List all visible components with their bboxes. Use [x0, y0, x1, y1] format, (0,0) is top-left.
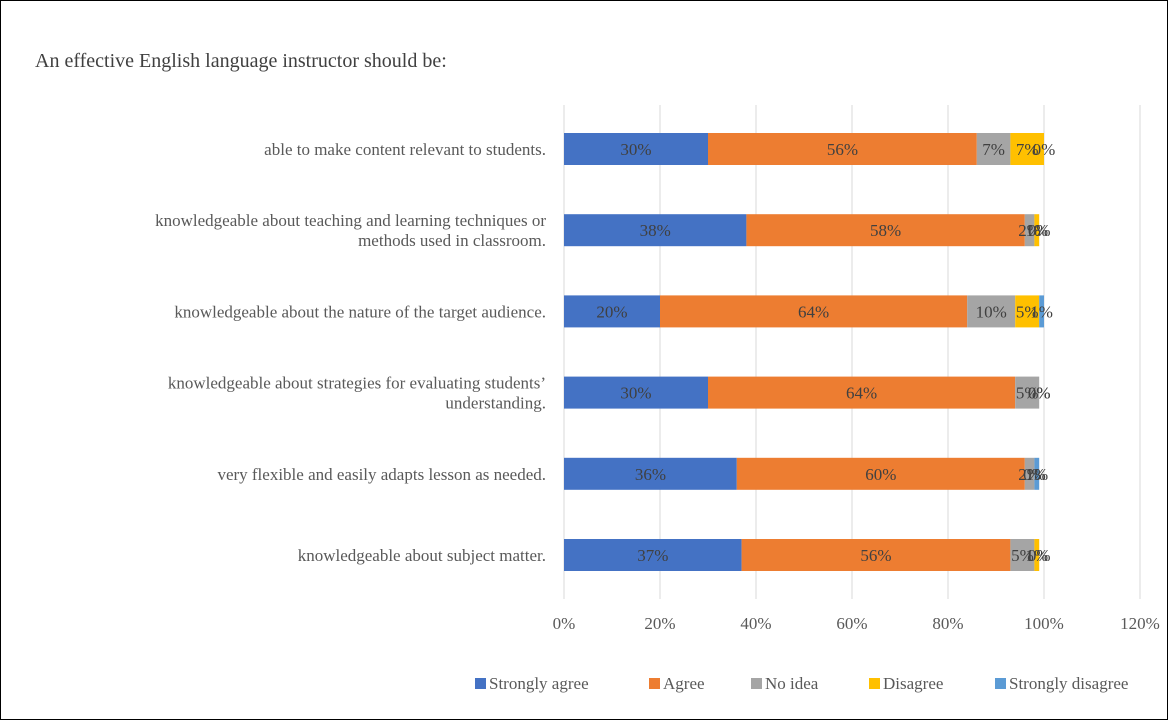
- x-tick-label: 100%: [1024, 614, 1064, 633]
- data-label: 56%: [860, 546, 891, 565]
- data-label: 60%: [865, 465, 896, 484]
- bar-segment: [660, 295, 968, 328]
- bar-segment: [967, 295, 1016, 328]
- data-label: 5%: [1011, 546, 1034, 565]
- data-label: 20%: [596, 302, 627, 321]
- bar-segment: [564, 295, 660, 328]
- bar-segment: [564, 133, 708, 165]
- data-label: 37%: [637, 546, 668, 565]
- bar-segment: [1024, 214, 1035, 247]
- bar-segment: [746, 214, 1025, 247]
- bar-segment: [564, 214, 747, 247]
- data-label: 5%: [1016, 384, 1039, 403]
- bar-segment: [708, 376, 1016, 409]
- legend-entry: Strongly agree: [489, 674, 589, 693]
- data-label: 30%: [620, 384, 651, 403]
- x-tick-label: 80%: [932, 614, 963, 633]
- x-tick-label: 60%: [836, 614, 867, 633]
- data-label: 7%: [1016, 140, 1039, 159]
- data-label: 5%: [1016, 302, 1039, 321]
- x-tick-label: 20%: [644, 614, 675, 633]
- data-label: 0%: [1033, 140, 1056, 159]
- bar-segment: [1039, 295, 1044, 328]
- category-label: able to make content relevant to student…: [264, 140, 546, 159]
- category-label: very flexible and easily adapts lesson a…: [217, 465, 546, 484]
- x-tick-label: 0%: [553, 614, 576, 633]
- legend-entry: Strongly disagree: [1009, 674, 1128, 693]
- data-label: 30%: [620, 140, 651, 159]
- x-tick-label: 120%: [1120, 614, 1160, 633]
- bar-segment: [564, 457, 737, 490]
- data-label: 7%: [982, 140, 1005, 159]
- data-label: 1%: [1025, 221, 1048, 240]
- bar-segment: [976, 133, 1011, 165]
- data-label: 64%: [798, 302, 829, 321]
- category-label: understanding.: [445, 394, 546, 413]
- data-label: 0%: [1023, 465, 1046, 484]
- bar-segment: [1015, 376, 1040, 409]
- data-label: 56%: [827, 140, 858, 159]
- legend-swatch: [649, 678, 660, 689]
- bar-segment: [1010, 539, 1035, 571]
- bar-segment: [741, 539, 1011, 571]
- data-label: 0%: [1028, 384, 1051, 403]
- bar-segment: [736, 457, 1025, 490]
- data-label: 10%: [976, 302, 1007, 321]
- data-label: 1%: [1030, 302, 1053, 321]
- bar-segment: [1034, 214, 1040, 247]
- bar-segment: [1015, 295, 1040, 328]
- category-label: methods used in classroom.: [358, 231, 546, 250]
- data-label: 2%: [1018, 465, 1041, 484]
- bar-segment: [564, 539, 742, 571]
- legend-swatch: [751, 678, 762, 689]
- bar-segment: [1034, 457, 1040, 490]
- x-tick-label: 40%: [740, 614, 771, 633]
- chart-title: An effective English language instructor…: [35, 50, 447, 72]
- data-label: 38%: [640, 221, 671, 240]
- legend-entry: Agree: [663, 674, 705, 693]
- category-label: knowledgeable about subject matter.: [298, 546, 546, 565]
- data-label: 1%: [1025, 546, 1048, 565]
- legend-swatch: [869, 678, 880, 689]
- data-label: 0%: [1028, 221, 1051, 240]
- data-label: 0%: [1028, 546, 1051, 565]
- data-label: 2%: [1018, 221, 1041, 240]
- data-label: 0%: [1028, 384, 1051, 403]
- bar-segment: [1034, 539, 1040, 571]
- bar-segment: [564, 376, 708, 409]
- bar-segment: [708, 133, 977, 165]
- data-label: 1%: [1025, 465, 1048, 484]
- data-label: 64%: [846, 384, 877, 403]
- category-label: knowledgeable about teaching and learnin…: [155, 211, 546, 230]
- data-label: 36%: [635, 465, 666, 484]
- legend-entry: No idea: [765, 674, 819, 693]
- data-label: 58%: [870, 221, 901, 240]
- category-label: knowledgeable about strategies for evalu…: [168, 374, 546, 393]
- legend-swatch: [475, 678, 486, 689]
- bar-segment: [1024, 457, 1035, 490]
- category-label: knowledgeable about the nature of the ta…: [174, 302, 546, 321]
- bar-segment: [1010, 133, 1044, 165]
- legend-swatch: [995, 678, 1006, 689]
- legend-entry: Disagree: [883, 674, 943, 693]
